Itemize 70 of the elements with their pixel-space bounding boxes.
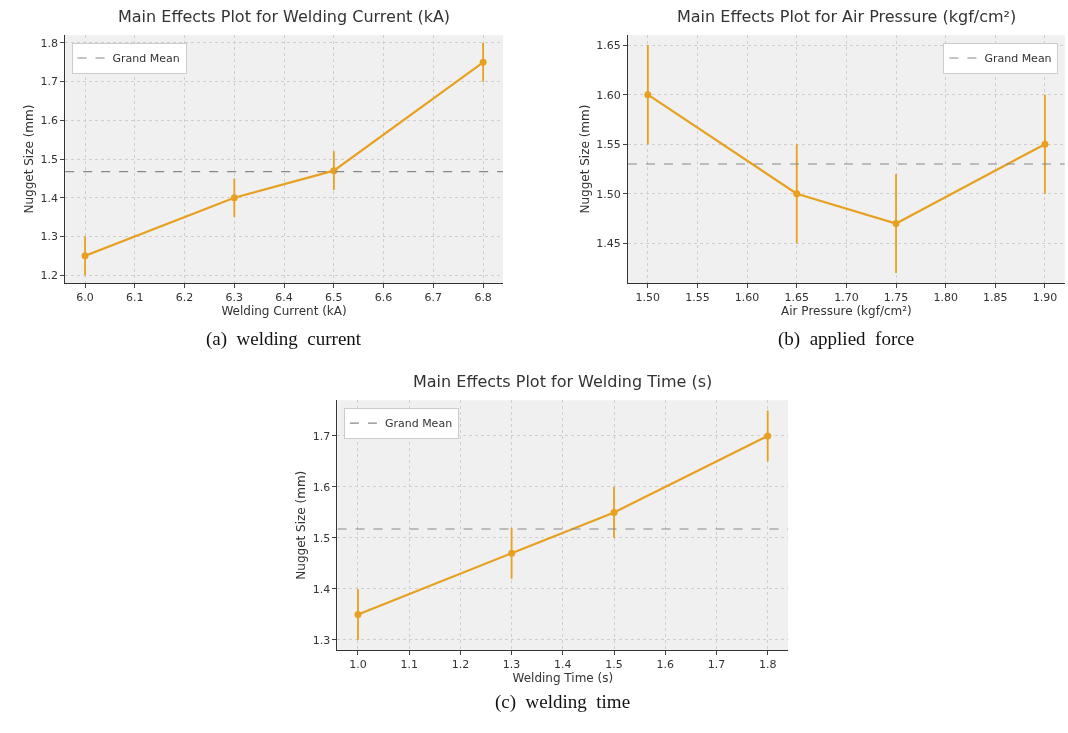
y-tick-label: 1.6 (40, 114, 58, 128)
y-tick-label: 1.7 (40, 75, 58, 89)
y-tick-label: 1.7 (312, 429, 331, 443)
y-axis-title: Nugget Size (mm) (21, 104, 36, 214)
x-tick-label: 1.6 (656, 658, 675, 672)
x-tick-label: 1.8 (758, 658, 777, 672)
point (508, 549, 516, 557)
point (644, 91, 652, 99)
y-tick-label: 1.65 (596, 38, 621, 52)
x-tick-label: 6.5 (325, 291, 343, 305)
y-tick-label: 1.45 (596, 237, 621, 251)
x-tick-label: 1.50 (635, 291, 661, 305)
y-axis-title: Nugget Size (mm) (294, 470, 309, 580)
x-tick-label: 1.3 (502, 658, 521, 672)
point (330, 167, 338, 175)
legend-label: Grand Mean (384, 417, 453, 431)
x-tick-label: 1.7 (707, 658, 726, 672)
x-tick-label: 1.65 (784, 291, 809, 305)
y-axis-title: Nugget Size (mm) (577, 104, 592, 214)
x-axis-title: Air Pressure (kgf/cm²) (781, 304, 912, 319)
text: (b) applied force (778, 328, 915, 350)
x-tick-label: 6.3 (225, 291, 244, 305)
x-tick-label: 1.2 (451, 658, 470, 672)
x-tick-label: 6.4 (275, 291, 293, 305)
x-tick-label: 1.80 (933, 291, 958, 305)
x-tick-label: 6.2 (175, 291, 194, 305)
chart-title: Main Effects Plot for Welding Time (s) (413, 372, 713, 391)
x-tick-label: 6.0 (76, 291, 94, 305)
point (793, 190, 801, 198)
point (230, 194, 238, 202)
legend-label: Grand Mean (984, 52, 1052, 66)
point (764, 432, 772, 440)
legend-label: Grand Mean (112, 52, 180, 66)
chart-title: Main Effects Plot for Air Pressure (kgf/cm²) (677, 7, 1017, 26)
text: (c) welding time (495, 691, 631, 713)
x-tick-label: 6.8 (474, 291, 492, 305)
point (81, 252, 89, 260)
x-tick-label: 1.70 (834, 291, 859, 305)
y-tick-label: 1.3 (312, 633, 331, 647)
y-tick-label: 1.2 (40, 269, 58, 283)
y-tick-label: 1.5 (40, 152, 58, 166)
y-tick-label: 1.6 (312, 480, 331, 494)
x-tick-label: 1.55 (685, 291, 710, 305)
x-axis-title: Welding Time (s) (512, 671, 614, 686)
x-tick-label: 1.60 (734, 291, 760, 305)
y-tick-label: 1.5 (312, 531, 331, 545)
point (354, 610, 362, 618)
x-tick-label: 6.6 (374, 291, 393, 305)
x-tick-label: 6.7 (424, 291, 443, 305)
x-tick-label: 1.75 (883, 291, 909, 305)
y-tick-label: 1.55 (596, 138, 621, 152)
point (610, 508, 618, 516)
x-tick-label: 1.0 (349, 658, 367, 672)
x-axis-title: Welding Current (kA) (221, 304, 347, 319)
y-tick-label: 1.60 (596, 88, 621, 102)
point (479, 58, 487, 66)
y-tick-label: 1.50 (596, 187, 621, 201)
text: (a) welding current (206, 328, 362, 350)
y-tick-label: 1.3 (40, 230, 58, 244)
point (1041, 140, 1049, 148)
point (892, 219, 900, 227)
x-tick-label: 1.4 (554, 658, 572, 672)
x-tick-label: 1.1 (400, 658, 418, 672)
x-tick-label: 1.90 (1032, 291, 1058, 305)
x-tick-label: 1.85 (983, 291, 1008, 305)
chart-title: Main Effects Plot for Welding Current (kA) (118, 7, 451, 26)
y-tick-label: 1.4 (40, 191, 58, 205)
y-tick-label: 1.4 (312, 582, 331, 596)
x-tick-label: 6.1 (126, 291, 144, 305)
y-tick-label: 1.8 (40, 36, 58, 50)
